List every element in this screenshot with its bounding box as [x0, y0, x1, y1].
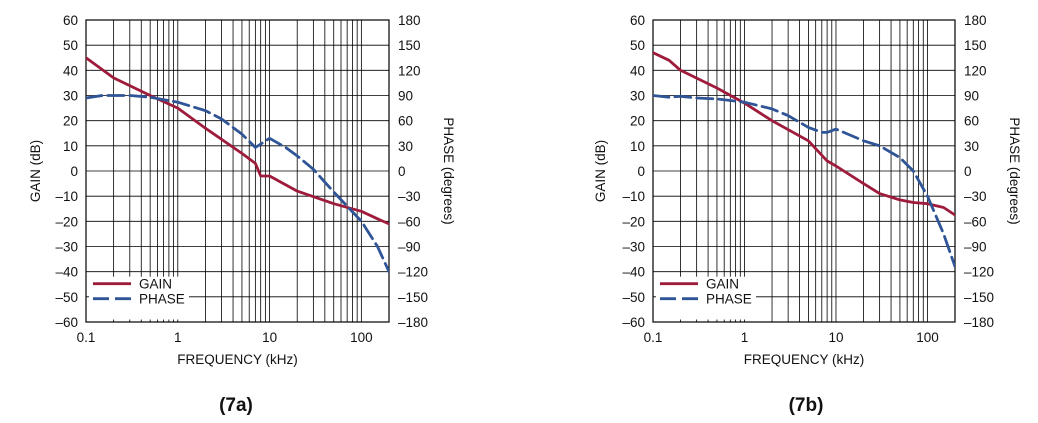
legend-label: PHASE	[139, 292, 185, 307]
legend-label: GAIN	[139, 277, 172, 292]
x-tick-label: 100	[350, 330, 373, 345]
y2-tick-label: 0	[964, 164, 972, 179]
phase-curve	[653, 94, 955, 269]
y-tick-label: 60	[630, 13, 645, 28]
y2-tick-label: 0	[398, 164, 406, 179]
y2-tick-label: –60	[964, 214, 987, 229]
y2-tick-label: 150	[964, 38, 987, 53]
y2-tick-label: 30	[964, 139, 979, 154]
y-tick-label: –20	[622, 214, 645, 229]
y-tick-label: –60	[622, 315, 645, 330]
y2-tick-label: –60	[398, 214, 421, 229]
y-tick-label: –10	[622, 189, 645, 204]
legend-label: GAIN	[706, 277, 739, 292]
y2-tick-label: –120	[398, 265, 428, 280]
y-axis-title: GAIN (dB)	[593, 140, 608, 202]
y2-tick-label: 120	[398, 63, 421, 78]
x-tick-label: 0.1	[644, 330, 663, 345]
y-tick-label: –50	[622, 290, 645, 305]
gain-curve	[653, 51, 955, 217]
y-tick-label: 20	[630, 114, 645, 129]
y-tick-label: 60	[63, 13, 78, 28]
chart-panel-2: 6050403020100–10–20–30–40–50–60180150120…	[593, 13, 1022, 416]
y2-tick-label: 120	[964, 63, 987, 78]
y2-tick-label: 90	[964, 89, 979, 104]
y-tick-label: –40	[55, 265, 78, 280]
y2-tick-label: –180	[964, 315, 994, 330]
y2-tick-label: –90	[398, 240, 421, 255]
y-tick-label: –20	[55, 214, 78, 229]
y-tick-label: –50	[55, 290, 78, 305]
y-tick-label: 10	[630, 139, 645, 154]
x-tick-label: 10	[262, 330, 277, 345]
y-tick-label: 40	[63, 63, 78, 78]
x-axis-title: FREQUENCY (kHz)	[177, 352, 298, 367]
chart-panel-1: 6050403020100–10–20–30–40–50–60180150120…	[28, 13, 456, 416]
y-tick-label: 20	[63, 114, 78, 129]
gain-curve	[86, 56, 389, 226]
figure-caption: (7a)	[219, 395, 253, 416]
x-tick-label: 1	[174, 330, 182, 345]
y2-tick-label: 180	[398, 13, 421, 28]
y-tick-label: 40	[630, 63, 645, 78]
legend-label: PHASE	[706, 292, 752, 307]
y2-tick-label: 180	[964, 13, 987, 28]
y-tick-label: 30	[630, 89, 645, 104]
x-axis-title: FREQUENCY (kHz)	[744, 352, 865, 367]
phase-curve	[86, 94, 389, 274]
y-tick-label: –10	[55, 189, 78, 204]
x-tick-label: 1	[741, 330, 749, 345]
y2-tick-label: –180	[398, 315, 428, 330]
y-tick-label: 10	[63, 139, 78, 154]
y-tick-label: –30	[622, 240, 645, 255]
y2-axis-title: PHASE (degrees)	[441, 117, 456, 224]
y2-axis-title: PHASE (degrees)	[1007, 117, 1022, 224]
y2-tick-label: 60	[398, 114, 413, 129]
y2-tick-label: –150	[398, 290, 428, 305]
y-tick-label: 0	[637, 164, 645, 179]
y2-tick-label: –30	[964, 189, 987, 204]
x-tick-label: 10	[828, 330, 843, 345]
y2-tick-label: 150	[398, 38, 421, 53]
plot-frame	[652, 19, 956, 323]
y-tick-label: –40	[622, 265, 645, 280]
y-tick-label: 50	[63, 38, 78, 53]
y-tick-label: –60	[55, 315, 78, 330]
y2-tick-label: –150	[964, 290, 994, 305]
y2-tick-label: 60	[964, 114, 979, 129]
y-tick-label: 30	[63, 89, 78, 104]
y-tick-label: 50	[630, 38, 645, 53]
y-tick-label: 0	[70, 164, 78, 179]
y-tick-label: –30	[55, 240, 78, 255]
x-tick-label: 0.1	[77, 330, 96, 345]
y2-tick-label: 30	[398, 139, 413, 154]
y2-tick-label: 90	[398, 89, 413, 104]
x-tick-label: 100	[916, 330, 939, 345]
plot-frame	[85, 19, 390, 323]
figure-caption: (7b)	[789, 395, 824, 416]
y-axis-title: GAIN (dB)	[28, 140, 43, 202]
y2-tick-label: –120	[964, 265, 994, 280]
y2-tick-label: –90	[964, 240, 987, 255]
y2-tick-label: –30	[398, 189, 421, 204]
